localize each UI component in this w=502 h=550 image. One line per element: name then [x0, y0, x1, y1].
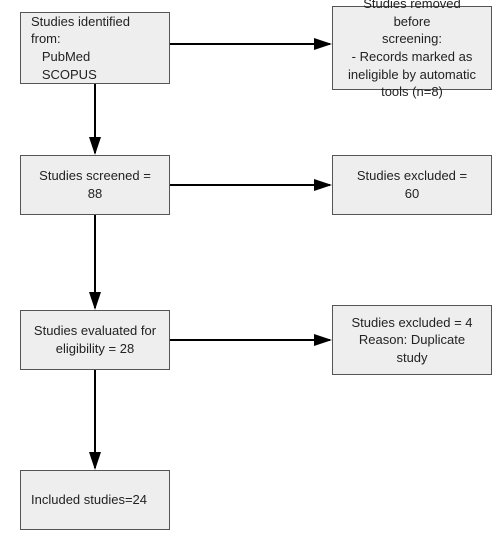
box-identified: Studies identified from: PubMed SCOPUS — [20, 12, 170, 84]
box-excluded-screening: Studies excluded = 60 — [332, 155, 492, 215]
text: PubMed — [42, 49, 90, 64]
box-removed: Studies removed before screening: - Reco… — [332, 6, 492, 90]
text: Studies removed before — [363, 0, 461, 29]
text: Reason: Duplicate — [359, 332, 465, 347]
text: SCOPUS — [42, 67, 97, 82]
box-excluded-eligibility: Studies excluded = 4 Reason: Duplicate s… — [332, 305, 492, 375]
text: Included studies=24 — [31, 492, 147, 507]
text: Studies excluded = 4 — [351, 315, 472, 330]
text: Studies evaluated for — [34, 323, 156, 338]
text: Studies identified from: — [31, 14, 130, 47]
box-evaluated: Studies evaluated for eligibility = 28 — [20, 310, 170, 370]
text: Studies screened = — [39, 168, 151, 183]
box-screened: Studies screened = 88 — [20, 155, 170, 215]
text: ineligible by automatic — [348, 67, 476, 82]
box-included: Included studies=24 — [20, 470, 170, 530]
text: - Records marked as — [352, 49, 473, 64]
text: eligibility = 28 — [56, 341, 134, 356]
text: 60 — [405, 186, 419, 201]
text: 88 — [88, 186, 102, 201]
text: screening: — [382, 31, 442, 46]
text: study — [396, 350, 427, 365]
text: Studies excluded = — [357, 168, 467, 183]
text: tools (n=8) — [381, 84, 443, 99]
